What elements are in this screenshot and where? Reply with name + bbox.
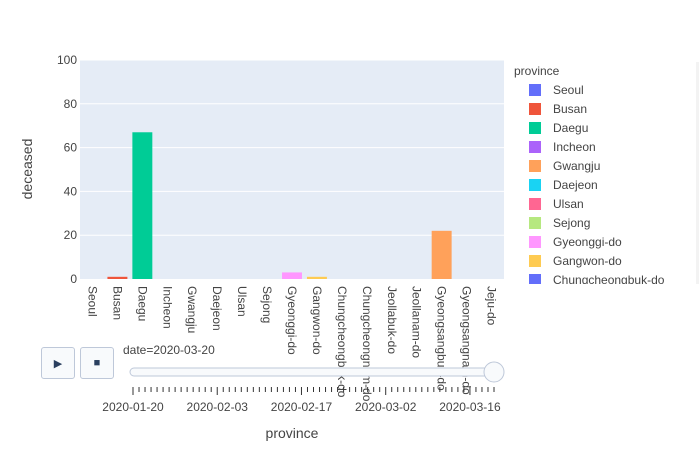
x-tick-label: Ulsan <box>235 286 249 317</box>
legend-items: Seoul Busan Daegu Incheon Gwangju Daejeon Ulsa… <box>506 80 700 284</box>
y-tick-label: 60 <box>64 141 78 155</box>
stop-icon: ■ <box>93 357 101 369</box>
y-tick-label: 20 <box>64 228 78 242</box>
x-tick-label: Jeollabuk-do <box>385 286 399 354</box>
legend-swatch <box>529 140 541 153</box>
legend-label: Ulsan <box>553 196 584 211</box>
x-tick-label: Busan <box>110 286 124 320</box>
x-tick-label: Gwangju <box>185 286 199 333</box>
legend-label: Sejong <box>553 215 591 230</box>
legend-swatch <box>529 254 541 267</box>
legend-item[interactable]: Ulsan <box>506 194 700 213</box>
x-tick-label: Gyeongsangbuk-do <box>435 286 449 391</box>
slider-tick-label: 2020-02-17 <box>271 400 333 414</box>
y-tick-labels: 0 20 40 60 80 100 <box>57 53 77 286</box>
legend-label: Incheon <box>553 139 596 154</box>
bar <box>282 272 302 279</box>
x-tick-label: Gangwon-do <box>310 286 324 355</box>
bars <box>107 132 452 279</box>
legend-swatch <box>529 178 541 191</box>
slider-handle[interactable] <box>483 361 505 383</box>
legend-item[interactable]: Daegu <box>506 118 700 137</box>
legend-item[interactable]: Busan <box>506 99 700 118</box>
slider-ticks <box>132 387 495 395</box>
legend-item[interactable]: Seoul <box>506 80 700 99</box>
slider-tick-label: 2020-02-03 <box>187 400 249 414</box>
x-tick-label: Jeollanam-do <box>410 286 424 358</box>
x-tick-label: Gyeonggi-do <box>285 286 299 355</box>
legend-item[interactable]: Gangwon-do <box>506 251 700 270</box>
x-tick-label: Incheon <box>160 286 174 329</box>
x-tick-label: Jeju-do <box>485 286 499 326</box>
legend-item[interactable]: Gwangju <box>506 156 700 175</box>
legend-label: Gwangju <box>553 158 601 173</box>
y-tick-label: 80 <box>64 97 78 111</box>
bar <box>306 276 327 279</box>
slider-tick-label: 2020-03-02 <box>355 400 417 414</box>
slider-tick-label: 2020-01-20 <box>102 400 164 414</box>
x-tick-label: Daegu <box>135 286 149 321</box>
legend-scrollbar[interactable] <box>696 62 699 284</box>
legend-label: Seoul <box>553 82 584 97</box>
legend-item[interactable]: Gyeonggi-do <box>506 232 700 251</box>
legend-swatch <box>529 216 541 229</box>
legend-label: Busan <box>553 101 588 116</box>
x-tick-label: Sejong <box>260 286 274 323</box>
legend-label: Daegu <box>553 120 589 135</box>
bar <box>431 230 452 279</box>
slider-tick-label: 2020-03-16 <box>439 400 501 414</box>
slider-current-label: date=2020-03-20 <box>123 343 215 357</box>
x-axis-title: province <box>266 425 319 441</box>
legend-swatch <box>529 83 541 96</box>
play-icon: ▶ <box>53 357 63 370</box>
legend: province Seoul Busan Daegu Incheon Gwangju Da… <box>506 62 700 284</box>
legend-swatch <box>529 121 541 134</box>
y-tick-label: 40 <box>64 184 78 198</box>
legend-title: province <box>514 64 560 78</box>
stop-button[interactable]: ■ <box>80 347 114 379</box>
y-tick-label: 0 <box>70 272 77 286</box>
legend-item[interactable]: Incheon <box>506 137 700 156</box>
legend-swatch <box>529 273 541 284</box>
legend-label: Gyeonggi-do <box>553 234 622 249</box>
play-button[interactable]: ▶ <box>41 347 75 379</box>
y-tick-label: 100 <box>57 53 77 67</box>
y-axis-title: deceased <box>19 139 35 200</box>
legend-swatch <box>529 159 541 172</box>
legend-swatch <box>529 235 541 248</box>
x-tick-label: Chungcheongbuk-do <box>335 286 349 398</box>
legend-label: Chungcheongbuk-do <box>553 272 665 285</box>
legend-swatch <box>529 102 541 115</box>
x-tick-label: Chungcheongnam-do <box>360 286 374 402</box>
x-tick-label: Gyeongsangnam-do <box>460 286 474 395</box>
x-tick-label: Seoul <box>85 286 99 317</box>
legend-label: Gangwon-do <box>553 253 622 268</box>
x-tick-label: Daejeon <box>210 286 224 331</box>
legend-label: Daejeon <box>553 177 598 192</box>
bar <box>132 132 153 279</box>
legend-item[interactable]: Daejeon <box>506 175 700 194</box>
bar <box>107 276 128 279</box>
slider-tick-labels: 2020-01-20 2020-02-03 2020-02-17 2020-03-02… <box>102 400 501 414</box>
slider-rail[interactable] <box>129 367 497 377</box>
legend-swatch <box>529 197 541 210</box>
legend-item[interactable]: Chungcheongbuk-do <box>506 270 700 284</box>
legend-item[interactable]: Sejong <box>506 213 700 232</box>
